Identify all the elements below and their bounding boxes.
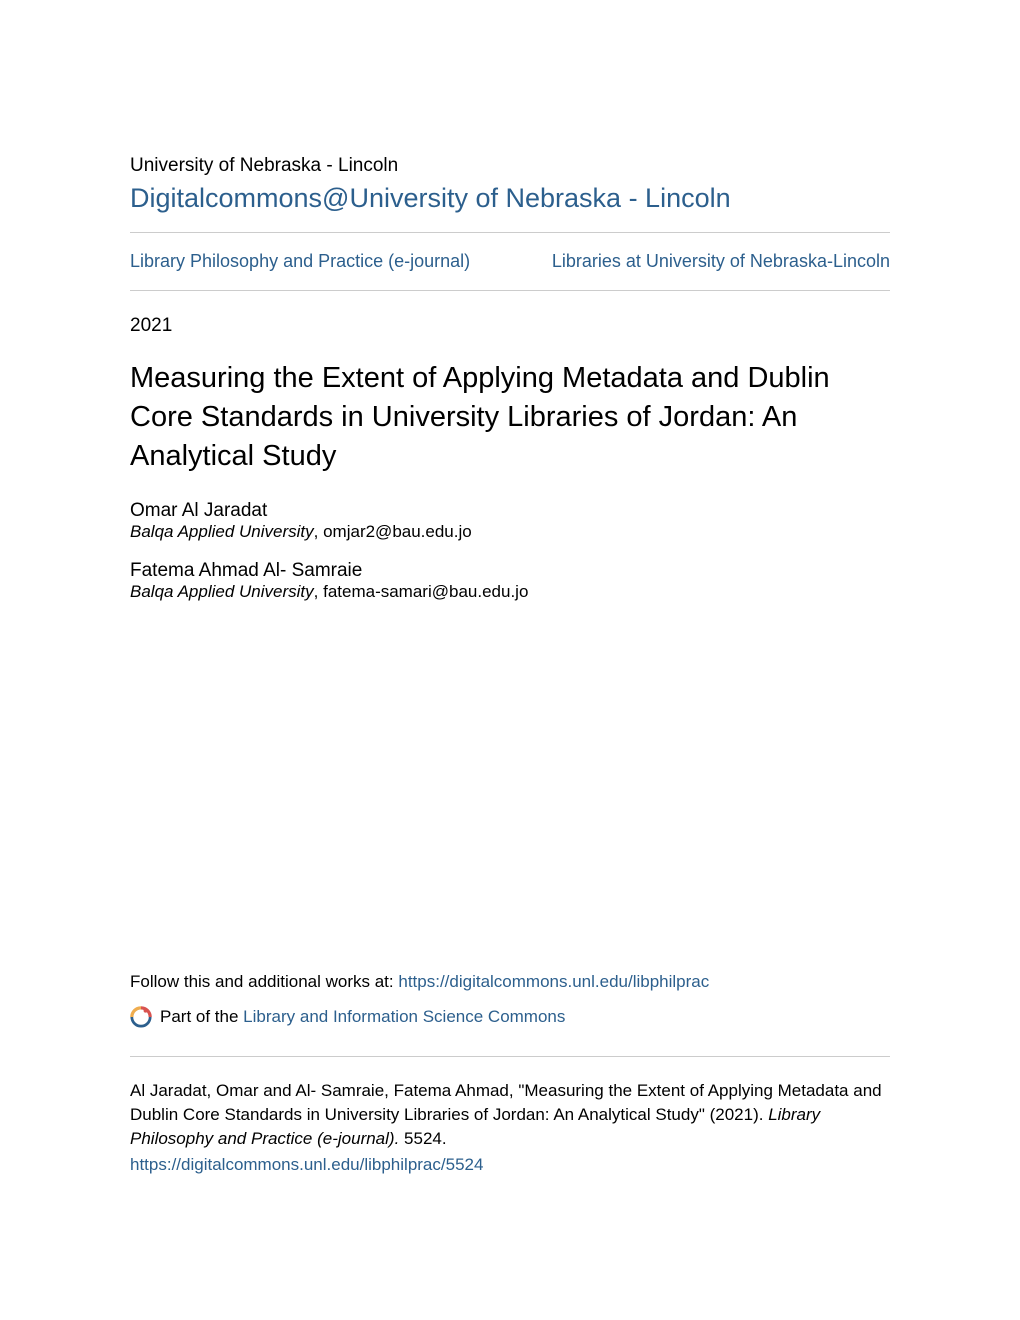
author-block: Fatema Ahmad Al- Samraie Balqa Applied U… <box>130 560 890 602</box>
follow-url-link[interactable]: https://digitalcommons.unl.edu/libphilpr… <box>398 972 709 991</box>
paper-title: Measuring the Extent of Applying Metadat… <box>130 359 890 476</box>
author-affiliation: Balqa Applied University, fatema-samari@… <box>130 582 890 602</box>
site-title-link[interactable]: Digitalcommons@University of Nebraska - … <box>130 183 890 214</box>
divider-bottom <box>130 290 890 291</box>
author-affiliation-text: Balqa Applied University <box>130 582 314 601</box>
commons-network-icon <box>130 1006 152 1028</box>
part-of-row: Part of the Library and Information Scie… <box>130 1006 890 1028</box>
author-affiliation: Balqa Applied University, omjar2@bau.edu… <box>130 522 890 542</box>
author-name: Fatema Ahmad Al- Samraie <box>130 560 890 582</box>
author-email-sep: , <box>314 522 323 541</box>
author-email: fatema-samari@bau.edu.jo <box>323 582 528 601</box>
part-of-prefix: Part of the <box>160 1007 243 1026</box>
author-block: Omar Al Jaradat Balqa Applied University… <box>130 500 890 542</box>
follow-prefix: Follow this and additional works at: <box>130 972 398 991</box>
part-of-subject-link[interactable]: Library and Information Science Commons <box>243 1007 565 1026</box>
recommended-citation: Al Jaradat, Omar and Al- Samraie, Fatema… <box>130 1056 890 1176</box>
author-email: omjar2@bau.edu.jo <box>323 522 472 541</box>
citation-suffix: 5524. <box>399 1129 446 1148</box>
citation-url-link[interactable]: https://digitalcommons.unl.edu/libphilpr… <box>130 1153 890 1177</box>
author-email-sep: , <box>314 582 323 601</box>
breadcrumb-parent-link[interactable]: Libraries at University of Nebraska-Linc… <box>552 251 890 272</box>
follow-works: Follow this and additional works at: htt… <box>130 972 890 992</box>
author-name: Omar Al Jaradat <box>130 500 890 522</box>
breadcrumb: Library Philosophy and Practice (e-journ… <box>130 233 890 290</box>
breadcrumb-collection-link[interactable]: Library Philosophy and Practice (e-journ… <box>130 251 470 272</box>
author-affiliation-text: Balqa Applied University <box>130 522 314 541</box>
publication-year: 2021 <box>130 315 890 337</box>
institution-name: University of Nebraska - Lincoln <box>130 155 890 177</box>
